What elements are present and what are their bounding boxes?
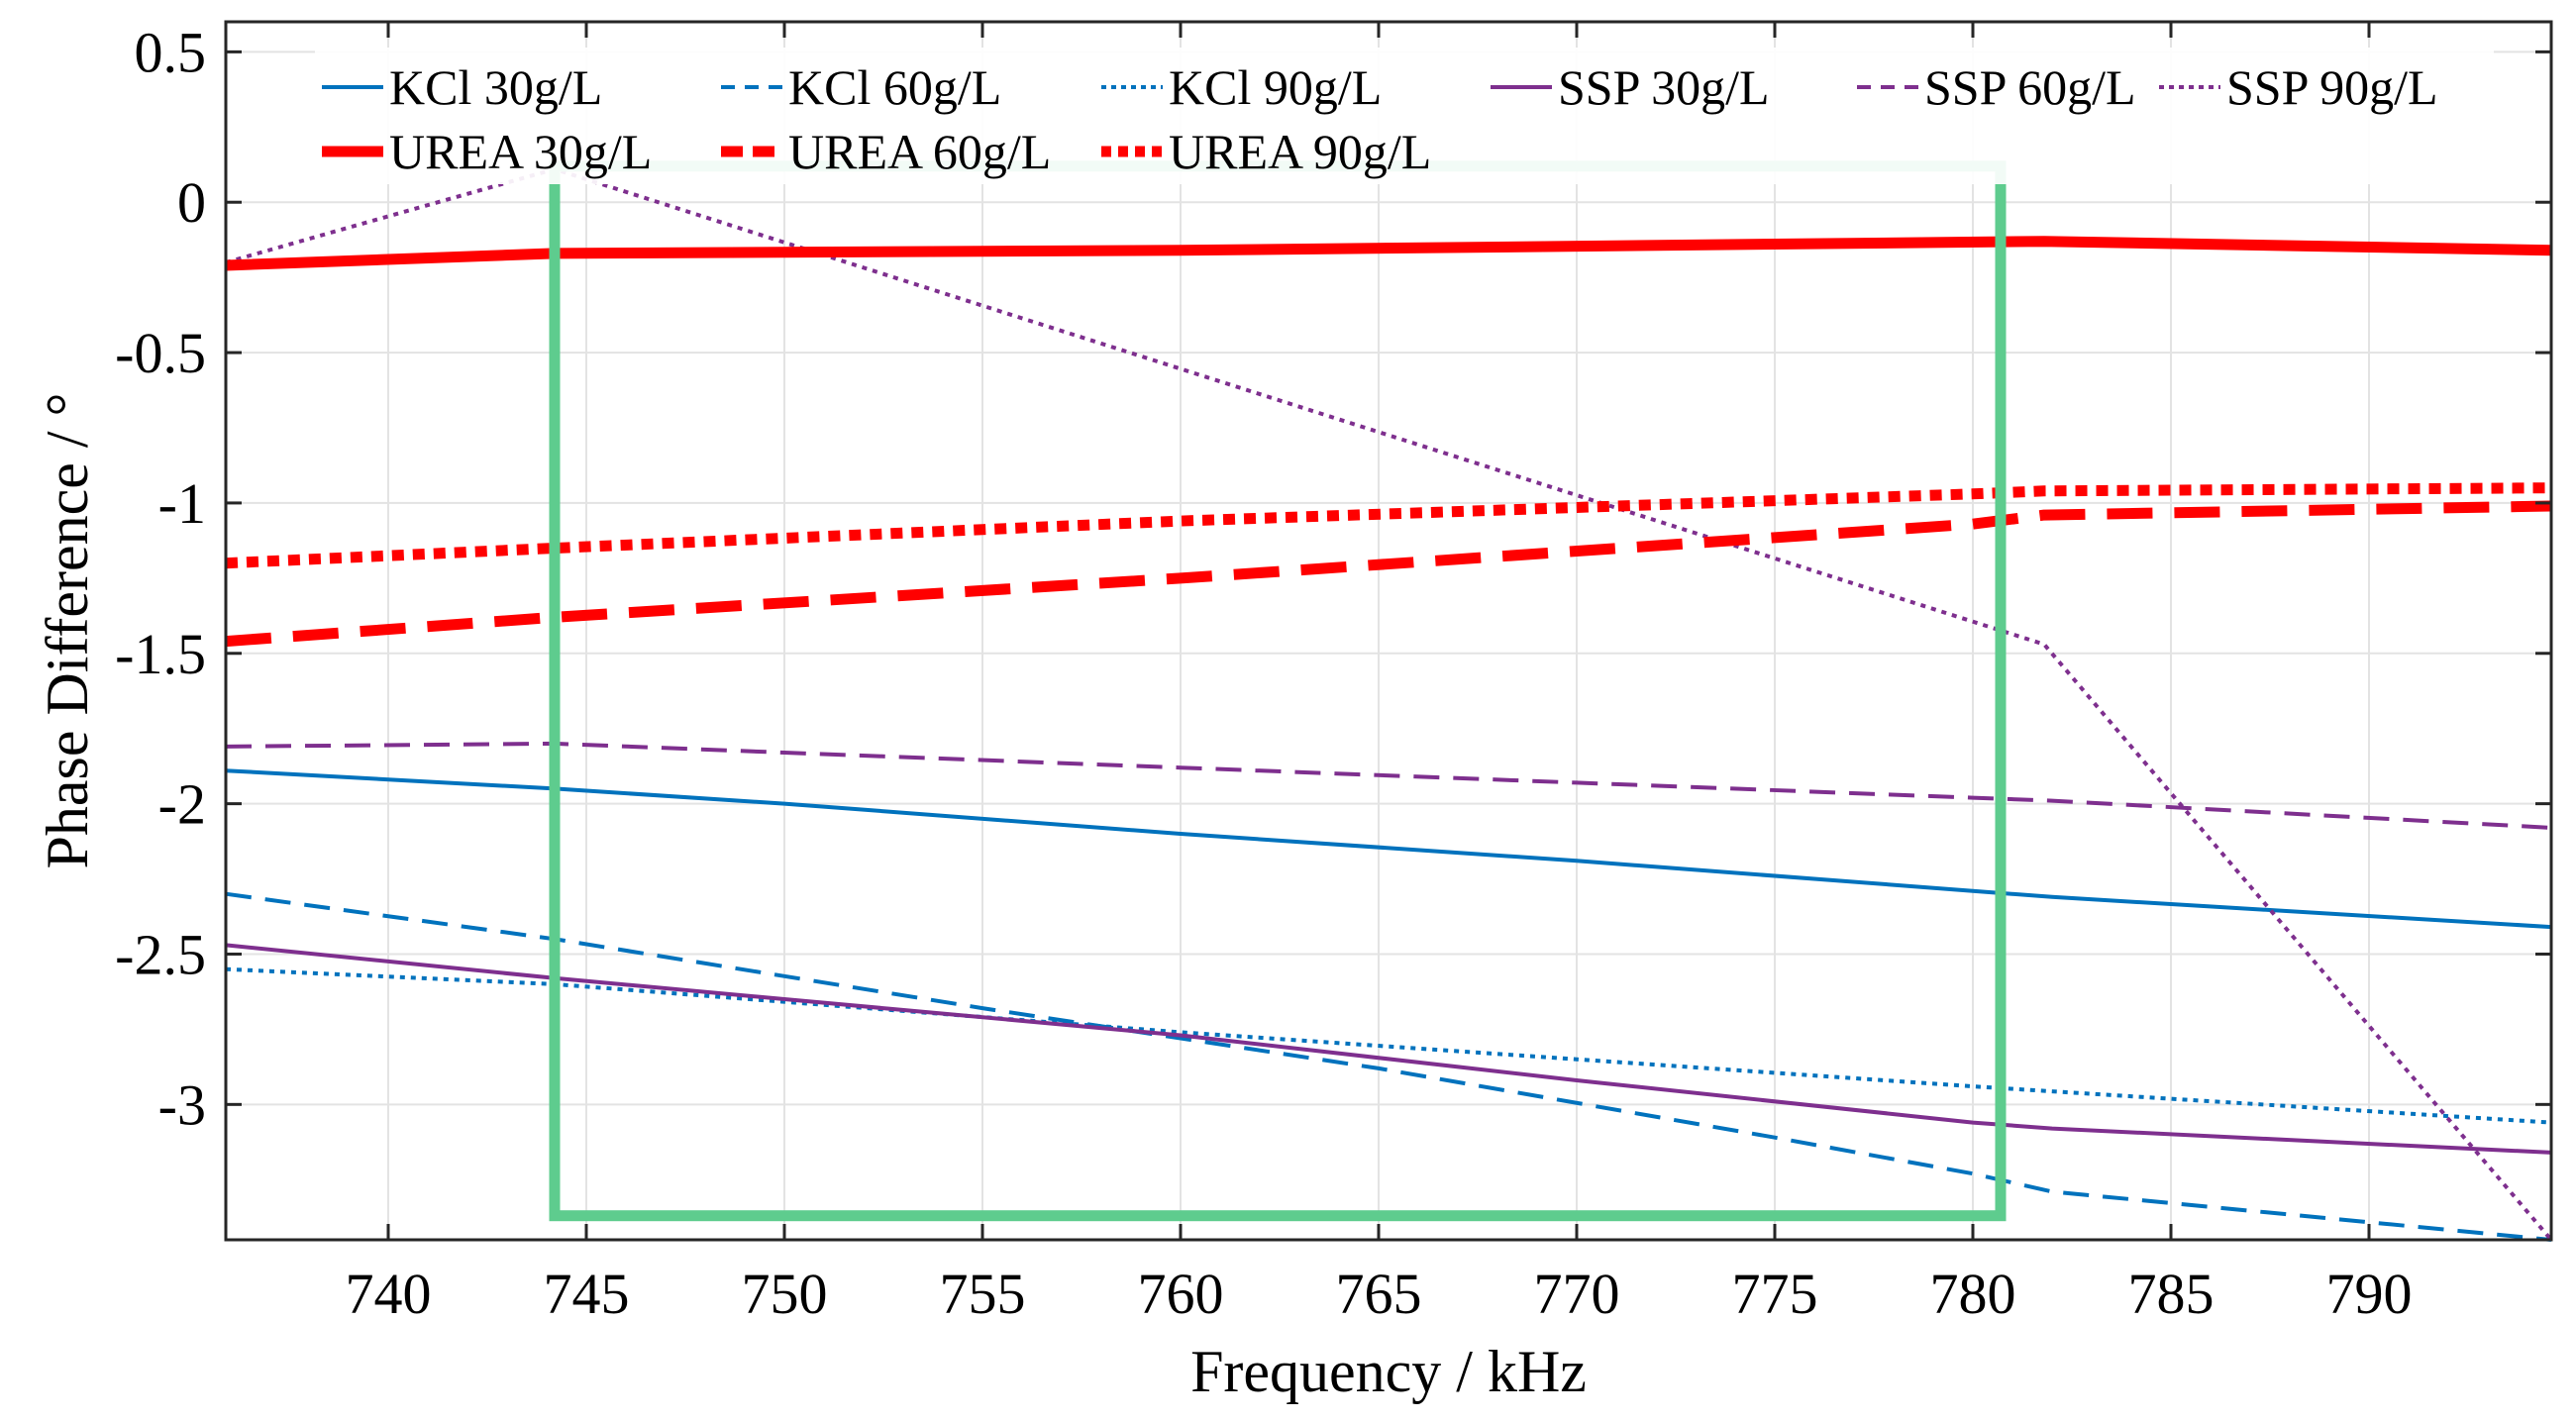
legend-label: UREA 60g/L bbox=[788, 124, 1051, 179]
legend-label: KCl 60g/L bbox=[788, 59, 1001, 115]
plot-frame bbox=[224, 20, 2553, 1242]
y-tick-label: -2.5 bbox=[115, 922, 206, 986]
y-tick-label: 0 bbox=[177, 170, 206, 235]
y-tick-label: -1.5 bbox=[115, 622, 206, 686]
x-tick-label: 760 bbox=[1138, 1262, 1224, 1326]
x-tick-label: 740 bbox=[346, 1262, 432, 1326]
series-line-ssp-90g-l bbox=[225, 166, 2553, 1242]
series-layer bbox=[225, 166, 2553, 1242]
series-line-kcl-30g-l bbox=[225, 768, 2552, 930]
x-tick-label: 770 bbox=[1534, 1262, 1620, 1326]
legend-label: KCl 30g/L bbox=[389, 59, 602, 115]
legend-label: KCl 90g/L bbox=[1169, 59, 1382, 115]
x-tick-label: 750 bbox=[742, 1262, 828, 1326]
y-tick-label: -1 bbox=[158, 471, 206, 536]
legend: KCl 30g/L KCl 60g/L KCl 90g/L SSP 30g/L SSP … bbox=[315, 48, 2494, 184]
series-line-ssp-60g-l bbox=[225, 741, 2552, 830]
y-tick-label: 0.5 bbox=[135, 20, 207, 84]
legend-label: SSP 60g/L bbox=[1924, 59, 2136, 115]
x-tick-label: 790 bbox=[2326, 1262, 2413, 1326]
series-line-kcl-90g-l bbox=[225, 966, 2552, 1125]
series-line-urea-30g-l bbox=[225, 236, 2552, 271]
legend-label: UREA 90g/L bbox=[1169, 124, 1431, 179]
x-tick-label: 785 bbox=[2128, 1262, 2215, 1326]
legend-label: SSP 90g/L bbox=[2226, 59, 2438, 115]
x-tick-label: 780 bbox=[1930, 1262, 2016, 1326]
legend-background bbox=[315, 48, 2494, 184]
y-tick-label: -2 bbox=[158, 772, 206, 837]
series-line-urea-60g-l bbox=[225, 500, 2552, 648]
y-axis-label: Phase Difference / ° bbox=[35, 392, 100, 868]
legend-label: SSP 30g/L bbox=[1558, 59, 1770, 115]
x-tick-label: 755 bbox=[940, 1262, 1026, 1326]
x-tick-label: 745 bbox=[544, 1262, 630, 1326]
x-axis-label: Frequency / kHz bbox=[1190, 1339, 1587, 1404]
x-tick-label: 775 bbox=[1732, 1262, 1818, 1326]
ticks: 740 745 750 755 760 765 770 775 780 785 790 0.5 0 -0.… bbox=[115, 20, 2551, 1326]
plot-area bbox=[226, 22, 2551, 1240]
y-tick-label: -3 bbox=[158, 1072, 206, 1137]
series-line-urea-90g-l bbox=[225, 482, 2552, 569]
series-line-ssp-30g-l bbox=[225, 943, 2552, 1155]
x-tick-label: 765 bbox=[1336, 1262, 1422, 1326]
legend-label: UREA 30g/L bbox=[389, 124, 652, 179]
y-tick-label: -0.5 bbox=[115, 321, 206, 385]
series-line-kcl-60g-l bbox=[225, 891, 2552, 1242]
